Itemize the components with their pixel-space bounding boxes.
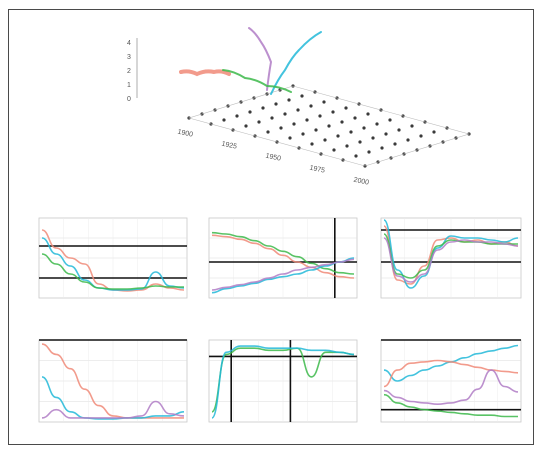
series-line — [383, 359, 519, 388]
grid-dot — [367, 150, 371, 154]
grid-dot — [331, 110, 335, 114]
grid-dot — [406, 138, 410, 142]
series-line — [211, 347, 355, 413]
grid-dot — [410, 124, 414, 128]
subplot-mid-right — [380, 217, 522, 299]
z-tick-label: 1 — [127, 82, 131, 89]
grid-dot — [287, 98, 291, 102]
grid-dot — [322, 100, 326, 104]
grid-dot — [384, 132, 388, 136]
series-line — [211, 257, 355, 294]
grid-dot — [235, 114, 239, 118]
floor-outline — [187, 85, 471, 167]
series-line — [41, 376, 185, 420]
grid-dot — [353, 116, 357, 120]
figure-canvas: 0 1 2 3 4 1900 1925 1950 1975 2000 — [38, 27, 522, 423]
subplot-bot-center — [208, 339, 358, 423]
grid-dot — [366, 112, 370, 116]
grid-dot — [336, 134, 340, 138]
subplot-mid-center — [208, 217, 358, 299]
grid-dot — [310, 142, 314, 146]
grid-dot — [300, 94, 304, 98]
grid-dot — [266, 130, 270, 134]
grid-dot — [362, 126, 366, 130]
x-tick-label: 1975 — [309, 165, 326, 175]
z-tick-label: 4 — [127, 40, 131, 47]
grid-dot — [222, 118, 226, 122]
grid-dot — [358, 140, 362, 144]
grid-dot — [380, 146, 384, 150]
grid-dot — [327, 124, 331, 128]
grid-dot — [419, 134, 423, 138]
grid-dot — [279, 126, 283, 130]
series-line — [270, 31, 322, 95]
grid-dot — [296, 108, 300, 112]
grid-dot — [349, 130, 353, 134]
series-line — [383, 393, 518, 418]
series-line — [222, 69, 292, 93]
grid-dot — [309, 104, 313, 108]
grid-dot — [274, 102, 278, 106]
grid-dot — [305, 118, 309, 122]
grid-dot — [432, 130, 436, 134]
x-tick-label: 1900 — [177, 129, 194, 139]
subplot-bot-left — [38, 339, 188, 423]
grid-dot — [288, 136, 292, 140]
z-tick-label: 2 — [127, 68, 131, 75]
z-tick-label: 0 — [127, 96, 131, 103]
x-tick-label: 2000 — [353, 177, 370, 187]
series-line — [41, 343, 184, 419]
grid-dot — [283, 112, 287, 116]
subplot-mid-left — [38, 217, 188, 299]
series-line — [41, 253, 184, 290]
grid-dot — [244, 124, 248, 128]
grid-dot — [318, 114, 322, 118]
grid-dot — [354, 154, 358, 158]
subplot-top-3d: 0 1 2 3 4 1900 1925 1950 1975 2000 — [127, 27, 471, 187]
grid-dot — [314, 128, 318, 132]
grid-dot — [261, 106, 265, 110]
series-line — [179, 69, 231, 77]
series-line — [41, 237, 185, 291]
grid-dot — [375, 122, 379, 126]
x-tick-label: 1950 — [265, 153, 282, 163]
grid-dot — [270, 116, 274, 120]
series-line — [383, 237, 519, 283]
grid-dot — [257, 120, 261, 124]
series-line — [383, 233, 518, 279]
series-line — [41, 400, 185, 419]
grid-dot — [292, 122, 296, 126]
series-line — [383, 369, 519, 406]
grid-dot — [393, 142, 397, 146]
grid-dot — [332, 148, 336, 152]
figure-frame: 0 1 2 3 4 1900 1925 1950 1975 2000 — [8, 9, 534, 445]
series-line — [211, 231, 355, 275]
grid-dot — [248, 110, 252, 114]
series-line — [383, 219, 519, 289]
grid-dot — [301, 132, 305, 136]
x-tick-label: 1925 — [221, 141, 238, 151]
grid-dot — [323, 138, 327, 142]
z-tick-label: 3 — [127, 54, 131, 61]
grid-dot — [371, 136, 375, 140]
grid-dot — [388, 118, 392, 122]
series-line — [248, 27, 273, 91]
series-line — [211, 234, 355, 279]
grid-dot — [340, 120, 344, 124]
grid-dot — [344, 106, 348, 110]
series-line — [211, 345, 355, 419]
series-line — [211, 258, 355, 291]
subplot-bot-right — [380, 339, 522, 423]
grid-dot — [397, 128, 401, 132]
grid-dot — [345, 144, 349, 148]
